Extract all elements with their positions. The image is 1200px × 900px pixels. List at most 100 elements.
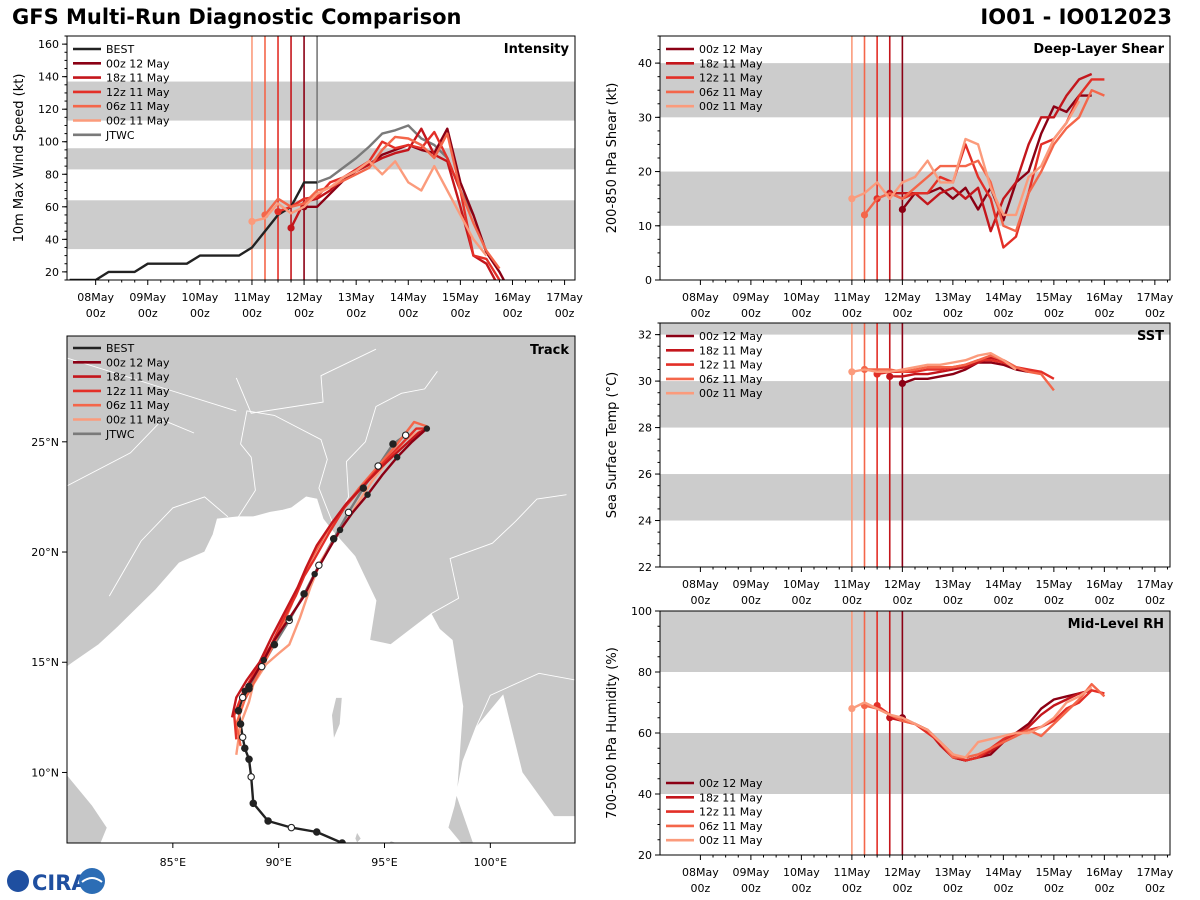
shear-xtick-day: 09May (733, 291, 770, 304)
sst-xtick-day: 09May (733, 578, 770, 591)
shear-xtick-day: 17May (1136, 291, 1173, 304)
intensity-xtick-hour: 00z (450, 307, 470, 320)
track-legend-label: 06z 11 May (106, 399, 170, 412)
intensity-series-line (251, 160, 488, 257)
rh-xtick-hour: 00z (993, 882, 1013, 895)
shear-init-point (898, 205, 906, 214)
rh-xtick-day: 16May (1086, 866, 1123, 879)
shear-xtick-hour: 00z (691, 307, 711, 320)
sst-xtick-hour: 00z (691, 594, 711, 607)
intensity-xtick-day: 17May (546, 291, 583, 304)
intensity-xtick-hour: 00z (190, 307, 210, 320)
shear-xtick-day: 16May (1086, 291, 1123, 304)
track-marker (423, 425, 431, 432)
rh-xtick-hour: 00z (791, 882, 811, 895)
track-marker (245, 755, 253, 763)
intensity-xtick-day: 12May (286, 291, 323, 304)
intensity-xtick-day: 08May (77, 291, 114, 304)
sst-ytick-label: 22 (638, 561, 652, 574)
shear-band (660, 171, 1170, 226)
track-marker (336, 526, 344, 534)
track-marker (374, 462, 382, 470)
track-frame (66, 335, 576, 844)
shear-ylabel: 200-850 hPa Shear (kt) (605, 83, 620, 234)
track-marker (401, 431, 410, 439)
intensity-xtick-hour: 00z (555, 307, 575, 320)
sst-xtick-day: 11May (834, 578, 871, 591)
sst-band (660, 381, 1170, 428)
shear-xtick-hour: 00z (1145, 307, 1165, 320)
shear-xtick-hour: 00z (1094, 307, 1114, 320)
rh-xtick-hour: 00z (842, 882, 862, 895)
intensity-ytick-label: 80 (45, 168, 59, 181)
intensity-series-group (69, 124, 506, 280)
rh-xtick-hour: 00z (892, 882, 912, 895)
track-marker (234, 706, 243, 715)
track-marker (241, 687, 248, 695)
rh-band (660, 611, 1170, 672)
shear-legend-label: 00z 12 May (699, 43, 763, 56)
sst-xtick-hour: 00z (892, 594, 912, 607)
sst-xtick-day: 16May (1086, 578, 1123, 591)
track-marker (264, 817, 272, 825)
track-marker (315, 561, 323, 570)
intensity-title: Intensity (504, 42, 570, 57)
intensity-ytick-label: 20 (45, 266, 59, 279)
rh-xtick-hour: 00z (943, 882, 963, 895)
intensity-band (67, 81, 575, 121)
shear-xtick-hour: 00z (842, 307, 862, 320)
intensity-ytick-label: 40 (45, 233, 59, 246)
rh-ytick-label: 40 (638, 788, 652, 801)
sst-init-point (886, 372, 894, 381)
land-area (67, 336, 575, 843)
track-ytick-label: 25°N (31, 436, 59, 449)
shear-legend-label: 00z 11 May (699, 100, 763, 113)
land-area (354, 831, 362, 843)
track-marker (286, 614, 293, 622)
intensity-xtick-day: 09May (129, 291, 166, 304)
shear-series-group (848, 72, 1105, 249)
rh-ytick-label: 20 (638, 849, 652, 862)
sst-series-group (848, 352, 1055, 392)
track-line (243, 427, 428, 692)
intensity-legend-label: 12z 11 May (106, 86, 170, 99)
intensity-series-line (69, 181, 318, 280)
track-marker (287, 823, 296, 832)
sst-xtick-hour: 00z (741, 594, 761, 607)
intensity-xtick-hour: 00z (398, 307, 418, 320)
intensity-band (67, 148, 575, 170)
shear-panel: 0 10 20 30 40 08May 00z 09May 00z 10May 00z 11May 00… (605, 35, 1174, 320)
intensity-band (67, 200, 575, 250)
sst-init-point (898, 379, 906, 388)
logo-circle-left (7, 870, 29, 892)
rh-xtick-day: 11May (834, 866, 871, 879)
rh-ytick-label: 100 (631, 605, 652, 618)
border-line (333, 371, 438, 526)
intensity-ytick-label: 120 (38, 103, 59, 116)
shear-xtick-day: 11May (834, 291, 871, 304)
shear-legend-label: 06z 11 May (699, 86, 763, 99)
rh-ytick-label: 60 (638, 727, 652, 740)
shear-xtick-hour: 00z (741, 307, 761, 320)
land-area (67, 774, 108, 843)
intensity-xtick-day: 15May (442, 291, 479, 304)
intensity-ytick-label: 60 (45, 201, 59, 214)
rh-legend-label: 00z 12 May (699, 777, 763, 790)
shear-xtick-day: 08May (682, 291, 719, 304)
track-marker (329, 535, 338, 543)
sst-legend-label: 00z 12 May (699, 330, 763, 343)
shear-legend-label: 12z 11 May (699, 72, 763, 85)
intensity-xtick-day: 11May (234, 291, 271, 304)
sst-xtick-day: 10May (783, 578, 820, 591)
intensity-init-point (287, 224, 295, 232)
sst-xtick-hour: 00z (943, 594, 963, 607)
border-line (108, 496, 229, 597)
track-marker (300, 590, 308, 598)
sst-title: SST (1137, 329, 1164, 344)
sst-band (660, 474, 1170, 521)
track-marker (270, 640, 279, 649)
track-marker (311, 570, 318, 578)
shear-series-line (863, 88, 1105, 233)
track-title: Track (530, 343, 569, 358)
